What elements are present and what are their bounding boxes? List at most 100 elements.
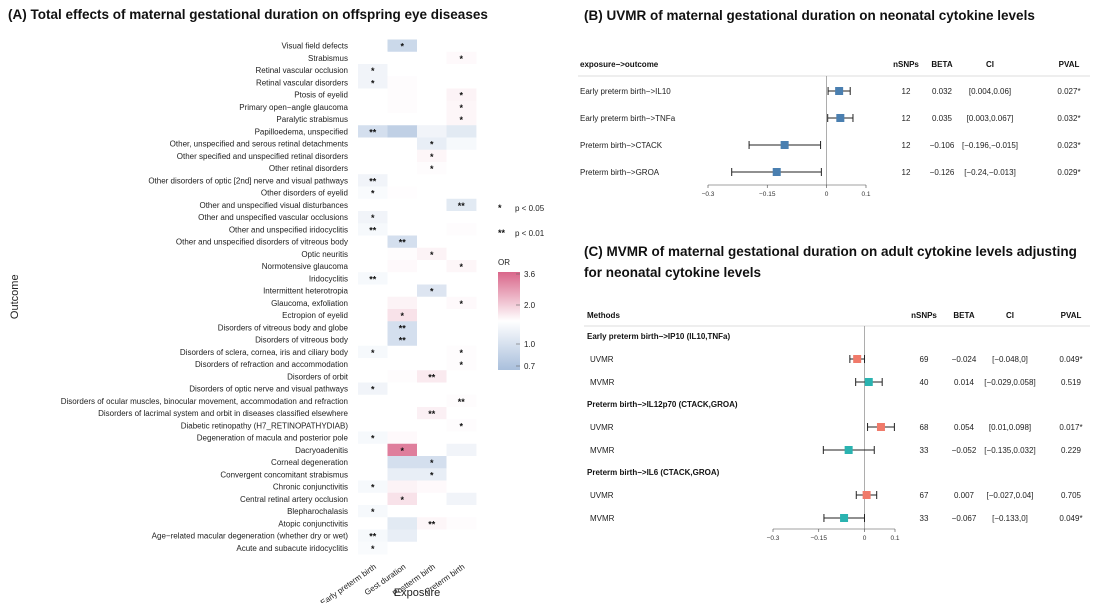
forest-tick-label: 0.1 — [861, 191, 870, 198]
heatmap-row-label: Disorders of orbit — [287, 372, 349, 381]
heatmap-y-axis-label: Outcome — [9, 274, 21, 319]
heatmap-cell — [417, 51, 447, 65]
heatmap-cell — [417, 370, 447, 383]
heatmap-cell — [417, 431, 447, 445]
heatmap-cell — [446, 505, 477, 518]
heatmap-cell — [446, 149, 477, 163]
heatmap-sig-mark: * — [400, 42, 404, 52]
heatmap-cell — [387, 333, 418, 347]
heatmap-cell — [358, 260, 388, 273]
heatmap-sig-mark: ** — [428, 372, 436, 382]
heatmap-cell — [446, 419, 477, 432]
forest-tick-label: 0.1 — [890, 535, 899, 542]
heatmap-row-label: Glaucoma, exfoliation — [271, 299, 348, 308]
heatmap-cell — [446, 272, 477, 285]
heatmap-sig-mark: * — [400, 446, 404, 456]
heatmap-cell — [358, 358, 388, 371]
panel-b-nsnps: 12 — [902, 114, 911, 123]
panel-c-pval: 0.017* — [1059, 423, 1082, 432]
heatmap-cell — [446, 39, 477, 53]
heatmap-cell — [358, 198, 388, 212]
heatmap-cell — [417, 333, 447, 347]
panel-c-beta: −0.052 — [952, 446, 977, 455]
heatmap-sig-mark: * — [459, 54, 463, 64]
heatmap-cell — [387, 137, 418, 151]
heatmap-cell — [358, 333, 388, 347]
heatmap-row-label: Visual field defects — [281, 42, 348, 51]
heatmap-cell — [358, 321, 388, 334]
legend-tick-label: 0.7 — [524, 362, 536, 371]
heatmap-sig-mark: ** — [399, 336, 407, 346]
heatmap-row-label: Corneal degeneration — [271, 458, 348, 467]
heatmap-row-label: Convergent concomitant strabismus — [220, 470, 348, 479]
heatmap-sig-mark: * — [371, 189, 375, 199]
heatmap-cell — [387, 529, 418, 543]
panel-b-beta: 0.035 — [932, 114, 953, 123]
heatmap-cell — [446, 51, 477, 65]
heatmap-cell — [446, 321, 477, 334]
heatmap-cell — [417, 137, 447, 151]
heatmap-x-axis-label: Exposure — [394, 587, 440, 599]
heatmap-cell — [387, 370, 418, 383]
heatmap-sig-mark: * — [459, 421, 463, 431]
heatmap-cell — [387, 260, 418, 273]
heatmap-cell — [358, 113, 388, 126]
panel-b-point — [836, 114, 845, 122]
heatmap-cell — [358, 296, 388, 310]
panel-b-ci: [−0.196,−0.015] — [962, 141, 1018, 150]
heatmap-title: (A) Total effects of maternal gestationa… — [8, 7, 488, 22]
heatmap-sig-mark: ** — [428, 409, 436, 419]
heatmap-sig-mark: * — [400, 311, 404, 321]
heatmap-cell — [446, 174, 477, 187]
heatmap-cell — [358, 223, 388, 236]
heatmap-row-label: Disorders of sclera, cornea, iris and ci… — [180, 348, 348, 357]
panel-c-ci: [−0.048,0] — [992, 355, 1028, 364]
heatmap-sig-mark: * — [371, 66, 375, 76]
panel-b-pval: 0.032* — [1057, 114, 1080, 123]
panel-c-ci: [−0.029,0.058] — [984, 378, 1035, 387]
heatmap-cell — [417, 358, 447, 371]
heatmap-cell — [358, 247, 388, 261]
heatmap-cell — [417, 517, 447, 530]
panel-c-point — [840, 514, 849, 522]
heatmap-cell — [446, 186, 477, 200]
heatmap-sig-mark: * — [371, 348, 375, 358]
heatmap-cell — [417, 505, 447, 518]
heatmap-sig-mark: ** — [399, 238, 407, 248]
heatmap-row-label: Disorders of vitreous body — [255, 336, 348, 345]
heatmap-cell — [446, 407, 477, 420]
heatmap-cell — [387, 541, 418, 555]
heatmap-cell — [417, 309, 447, 322]
heatmap-cell — [358, 456, 388, 469]
heatmap-cell — [417, 382, 447, 396]
heatmap-cell — [446, 284, 477, 298]
heatmap-cell — [387, 174, 418, 187]
heatmap-sig-mark: * — [371, 385, 375, 395]
heatmap-row-label: Degeneration of macula and posterior pol… — [197, 434, 349, 443]
panel-c-method-label: UVMR — [590, 355, 614, 364]
panel-b-beta: −0.106 — [930, 141, 955, 150]
heatmap-cell — [417, 174, 447, 187]
legend-tick-label: 3.6 — [524, 270, 536, 279]
panel-c-pval: 0.049* — [1059, 355, 1082, 364]
heatmap-cell — [417, 345, 447, 359]
heatmap-cell — [387, 480, 418, 494]
panel-c-beta: 0.007 — [954, 491, 975, 500]
heatmap-sig-mark: * — [430, 250, 434, 260]
heatmap-row-label: Other specified and unspecified retinal … — [177, 152, 348, 161]
heatmap-cell — [417, 211, 447, 224]
sig-note-symbol: ** — [498, 228, 506, 238]
heatmap-cell — [417, 260, 447, 273]
heatmap-cell — [446, 468, 477, 481]
heatmap-cell — [358, 419, 388, 432]
panel-c-beta: 0.014 — [954, 378, 975, 387]
panel-b-title: (B) UVMR of maternal gestational duratio… — [584, 8, 1035, 23]
legend-title: OR — [498, 258, 510, 267]
heatmap-cell — [387, 382, 418, 396]
heatmap-row-label: Acute and subacute iridocyclitis — [236, 544, 348, 553]
heatmap-row-label: Normotensive glaucoma — [262, 262, 349, 271]
sig-note-symbol: * — [498, 203, 502, 213]
heatmap-x-tick-label: Early preterm birth — [319, 562, 378, 603]
heatmap-sig-mark: * — [400, 495, 404, 505]
heatmap-cell — [387, 125, 418, 138]
